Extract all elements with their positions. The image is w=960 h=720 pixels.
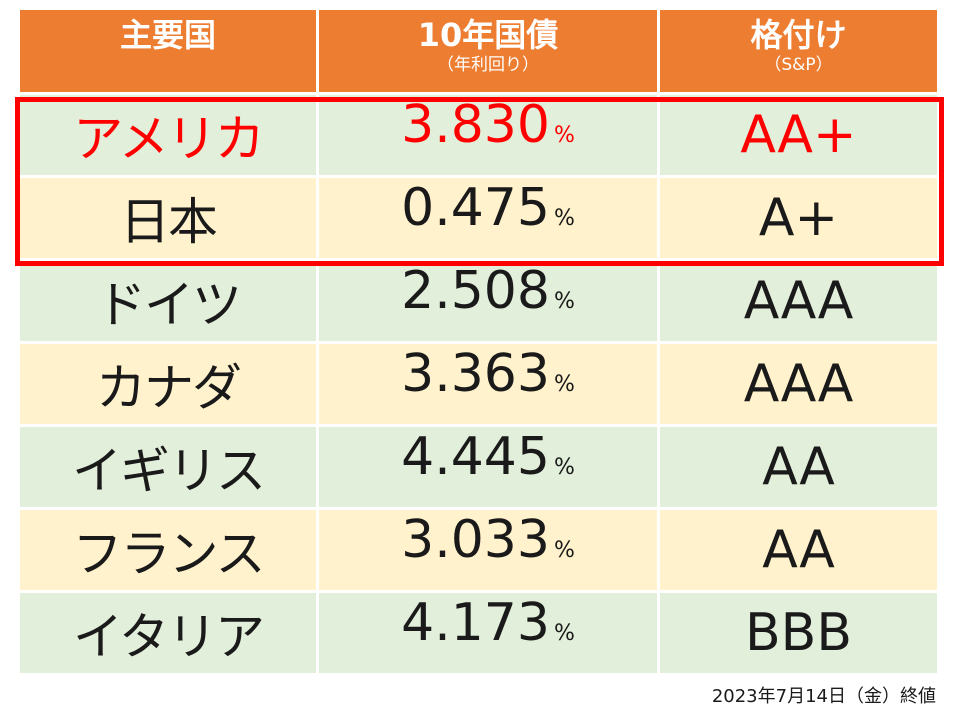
percent-sign: % (553, 372, 575, 397)
rating-cell: AAA (660, 344, 937, 427)
table-row: アメリカ 3.830% AA+ (20, 95, 937, 178)
rating-cell: AA+ (660, 95, 937, 178)
rating-cell: A+ (660, 178, 937, 261)
country-cell: イタリア (20, 593, 319, 676)
yield-value: 4.445 (401, 427, 550, 487)
country-cell: 日本 (20, 178, 319, 261)
header-yield: 10年国債 （年利回り） (319, 10, 660, 95)
yield-value: 0.475 (401, 178, 550, 238)
yield-cell: 3.830% (319, 95, 660, 178)
yield-cell: 4.173% (319, 593, 660, 676)
header-country-label: 主要国 (119, 16, 216, 54)
table-header: 主要国 10年国債 （年利回り） 格付け （S&P） (20, 10, 937, 95)
header-yield-sublabel: （年利回り） (437, 55, 539, 75)
header-rating-label: 格付け (750, 16, 847, 54)
country-cell: アメリカ (20, 95, 319, 178)
percent-sign: % (553, 621, 575, 646)
yield-value: 3.033 (401, 510, 550, 570)
header-country: 主要国 (20, 10, 319, 95)
table-row: フランス 3.033% AA (20, 510, 937, 593)
yield-cell: 4.445% (319, 427, 660, 510)
yield-cell: 0.475% (319, 178, 660, 261)
table-row: ドイツ 2.508% AAA (20, 261, 937, 344)
yield-value: 3.830 (401, 95, 550, 155)
header-rating: 格付け （S&P） (660, 10, 937, 95)
rating-cell: AA (660, 510, 937, 593)
table-row: 日本 0.475% A+ (20, 178, 937, 261)
rating-cell: AA (660, 427, 937, 510)
yield-value: 2.508 (401, 261, 550, 321)
date-footnote: 2023年7月14日（金）終値 (711, 686, 936, 707)
country-cell: カナダ (20, 344, 319, 427)
country-cell: ドイツ (20, 261, 319, 344)
percent-sign: % (553, 455, 575, 480)
percent-sign: % (553, 206, 575, 231)
bond-yield-table: 主要国 10年国債 （年利回り） 格付け （S&P） アメリカ 3.830% A… (20, 10, 937, 676)
rating-cell: AAA (660, 261, 937, 344)
percent-sign: % (553, 289, 575, 314)
yield-cell: 3.033% (319, 510, 660, 593)
table-row: イタリア 4.173% BBB (20, 593, 937, 676)
rating-cell: BBB (660, 593, 937, 676)
table-row: カナダ 3.363% AAA (20, 344, 937, 427)
table-row: イギリス 4.445% AA (20, 427, 937, 510)
header-rating-sublabel: （S&P） (764, 55, 833, 75)
yield-value: 4.173 (401, 593, 550, 653)
header-yield-label: 10年国債 (417, 16, 559, 54)
percent-sign: % (553, 123, 575, 148)
yield-value: 3.363 (401, 344, 550, 404)
yield-cell: 3.363% (319, 344, 660, 427)
country-cell: フランス (20, 510, 319, 593)
country-cell: イギリス (20, 427, 319, 510)
yield-cell: 2.508% (319, 261, 660, 344)
percent-sign: % (553, 538, 575, 563)
